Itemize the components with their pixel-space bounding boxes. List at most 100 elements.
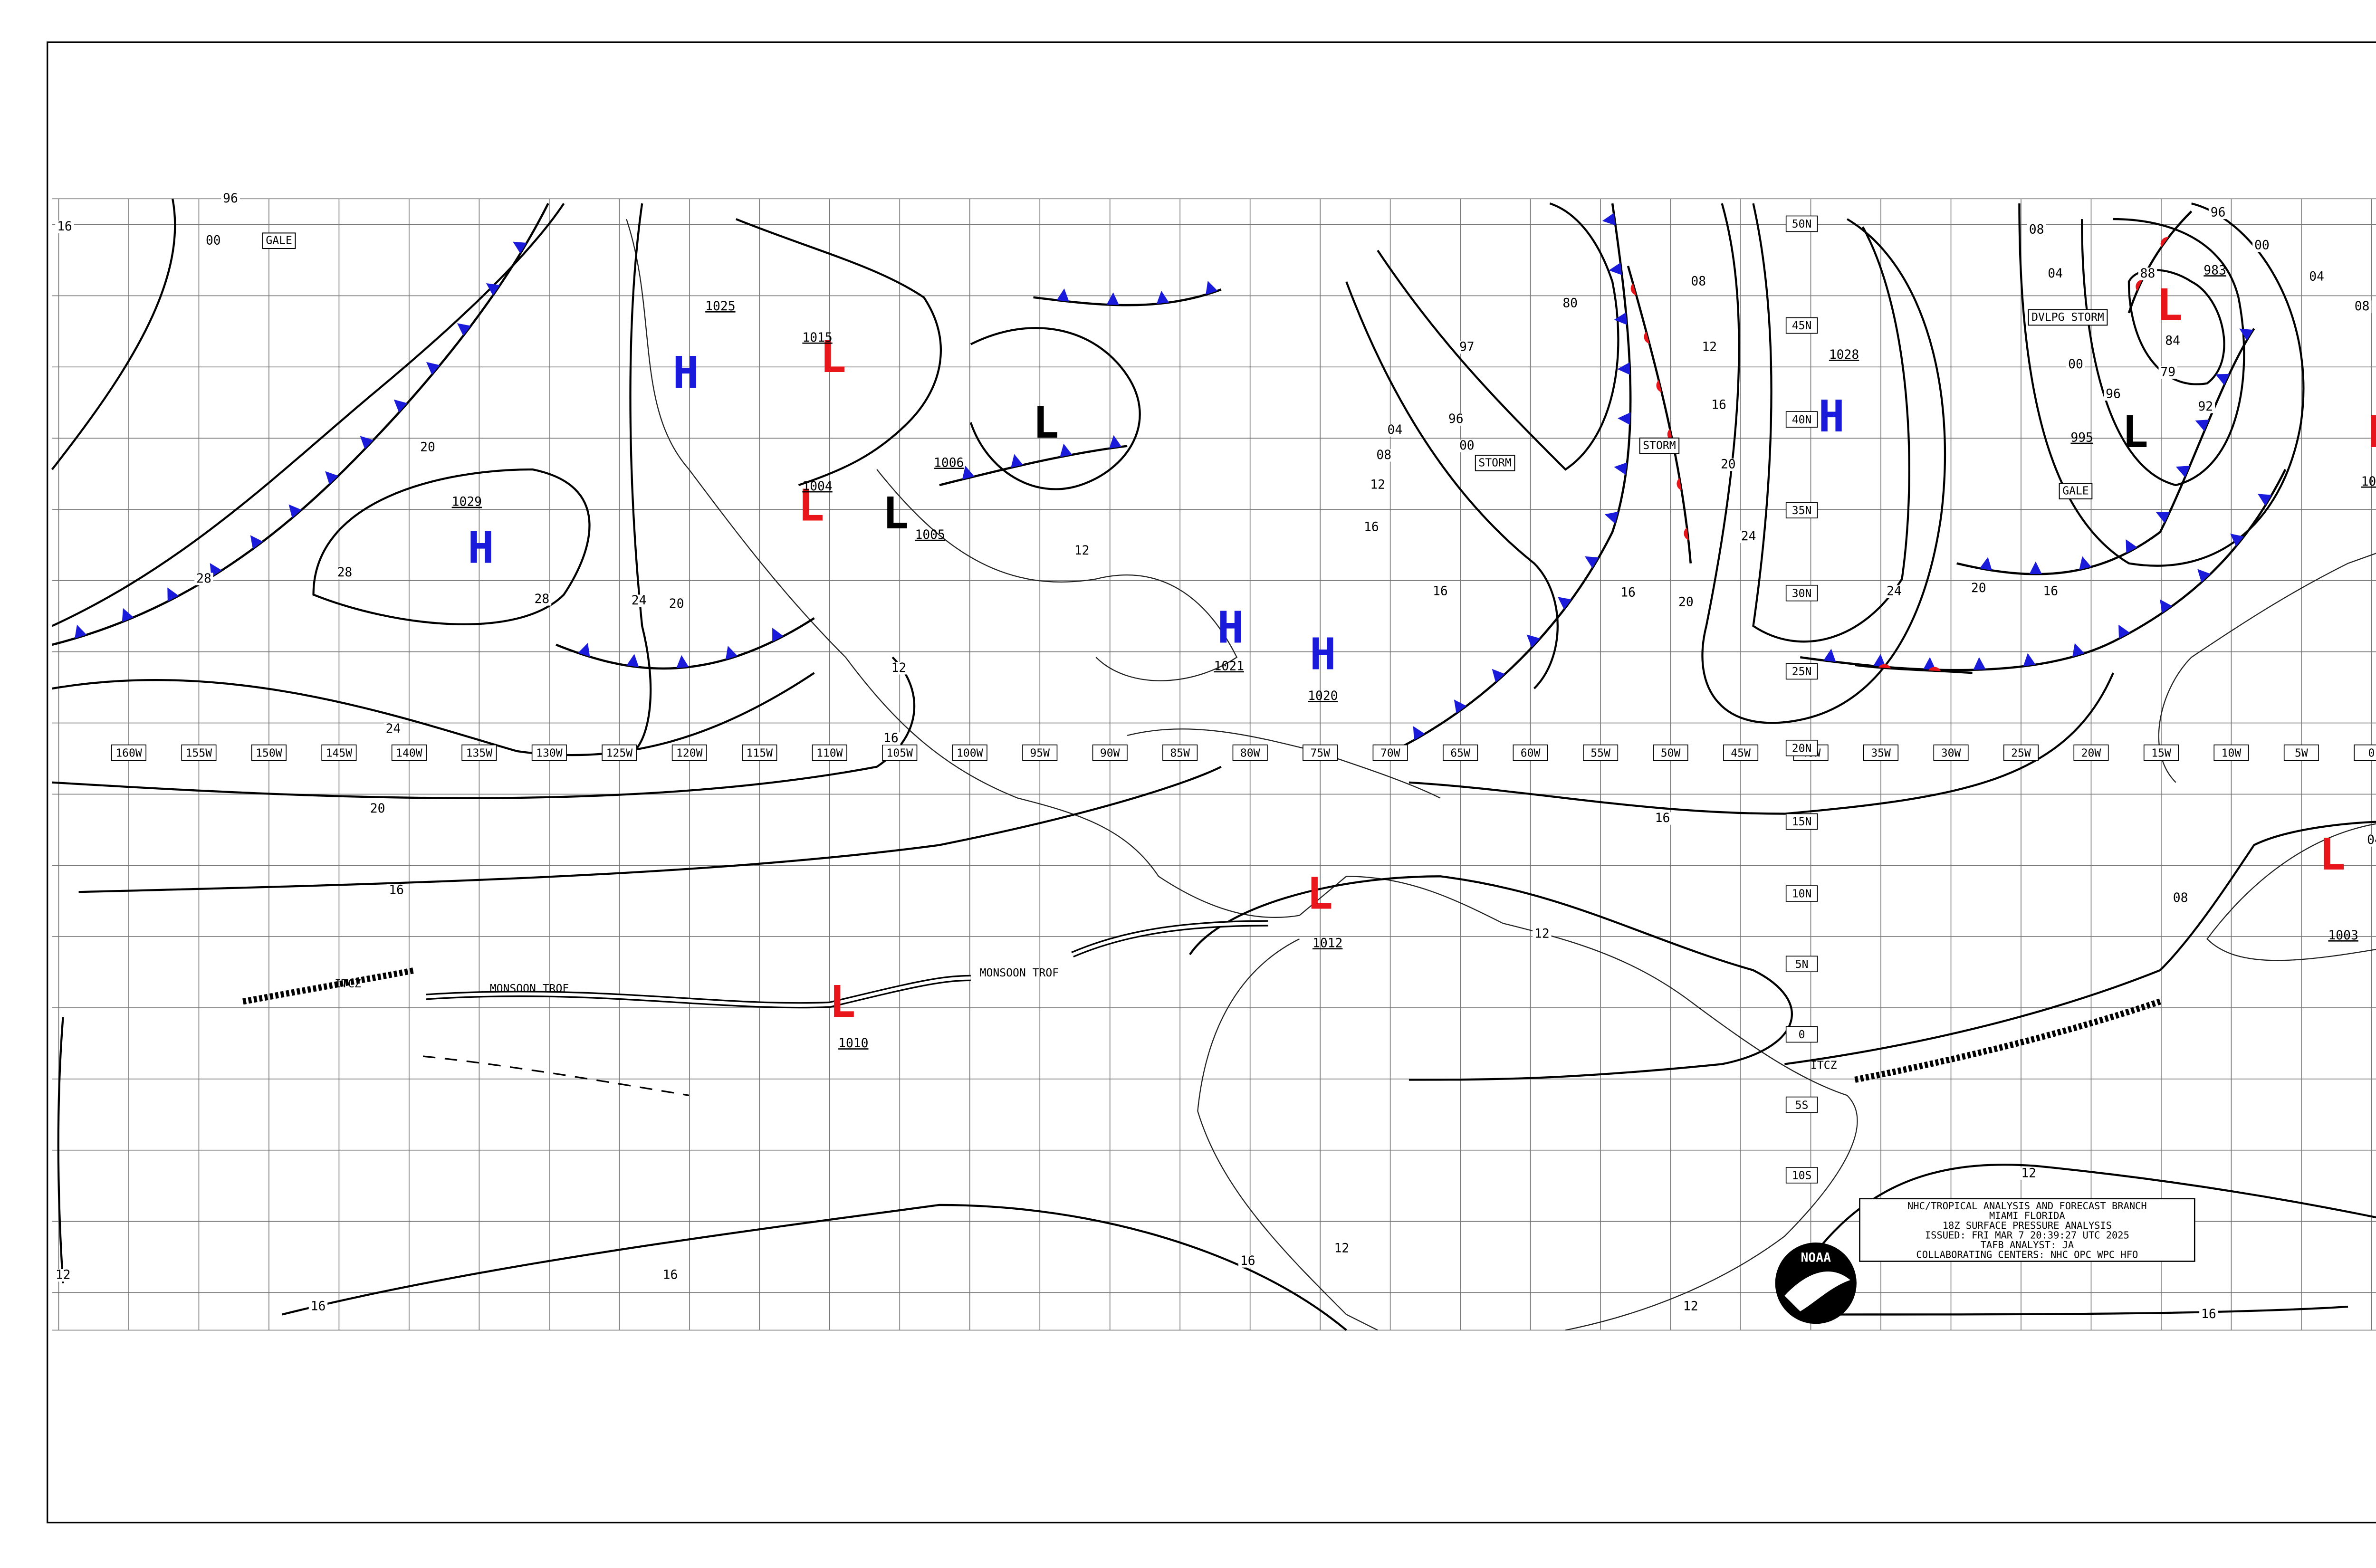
latitude-label: 20N (1792, 742, 1812, 755)
warm-front-bump (2160, 237, 2169, 248)
longitude-label: 145W (326, 747, 353, 759)
longitude-label: 110W (816, 747, 843, 759)
cold-front-barb (2197, 569, 2211, 583)
isobar (1752, 203, 1910, 643)
isobar-label-bg (1457, 440, 1476, 452)
pressure-center-value: 1021 (1214, 659, 1244, 673)
coastline (626, 219, 1858, 1331)
isobar-label: 16 (57, 220, 72, 234)
warm-front-bump (1630, 283, 1637, 296)
page-border (47, 41, 2376, 1524)
isobar (78, 765, 1222, 893)
warm-front (1627, 266, 1692, 564)
isobar-label-bg (881, 732, 901, 745)
pressure-center-symbol: H (673, 347, 699, 398)
warm-front-bump (2136, 279, 2143, 291)
isobar-label-bg (1332, 1242, 1351, 1255)
cold-front-barb (626, 654, 639, 668)
warm-front-bump (1677, 478, 1682, 491)
isobar-label: 16 (1240, 1254, 1255, 1268)
cold-front (556, 617, 815, 670)
isobar-label: 24 (386, 722, 401, 736)
isobar-label-bg (53, 1269, 73, 1282)
isobar-label: 88 (2140, 267, 2156, 281)
lon-label-box (251, 744, 287, 761)
warm-front-bump (1878, 664, 1891, 669)
isobar-label-bg (2163, 335, 2182, 348)
cold-front-barb (1618, 412, 1630, 425)
title-block-line: TAFB ANALYST: JA (1981, 1239, 2074, 1251)
cold-front-barb (167, 587, 179, 602)
isobar (1783, 1164, 2376, 1300)
isobar-label: 12 (1683, 1300, 1698, 1314)
lat-label-box (1785, 1096, 1818, 1113)
isobar-label-bg (1447, 413, 1466, 426)
pressure-center-symbol: L (829, 976, 856, 1027)
noaa-logo-text: NOAA (1801, 1251, 1831, 1265)
lon-label-box (111, 744, 147, 761)
pressure-center-symbol: H (1310, 629, 1336, 680)
coastline (2158, 553, 2376, 783)
lon-label-box (391, 744, 427, 761)
isobar-label: 08 (2029, 223, 2044, 237)
lon-label-box (181, 744, 217, 761)
cold-front-barb (725, 646, 738, 660)
isobar-label-bg (55, 220, 74, 233)
cold-front-barb (75, 624, 87, 639)
isobar (1408, 672, 2114, 815)
itcz (242, 967, 416, 1005)
isobar-label-bg (1457, 341, 1476, 354)
latitude-label: 40N (1792, 414, 1812, 426)
isobar-label-bg (194, 573, 213, 585)
isobar-label-bg (1681, 1300, 1700, 1313)
lat-lon-grid (52, 198, 2376, 1331)
pressure-center-value: 1012 (1313, 936, 1342, 950)
lon-label-box (671, 744, 707, 761)
lon-label-box (1162, 744, 1198, 761)
isobar-label: 20 (1678, 595, 1694, 609)
lon-label-box (531, 744, 567, 761)
pressure-center-symbol: L (2366, 406, 2376, 458)
isobar-label: 08 (1376, 448, 1391, 462)
isobar-label-bg (1719, 458, 1738, 471)
warm-front-bump (1684, 527, 1689, 540)
cold-front-barb (1923, 657, 1936, 670)
trough (422, 1055, 690, 1097)
longitude-label: 125W (606, 747, 633, 759)
lon-label-box (321, 744, 357, 761)
isobar-label-bg (1368, 478, 1387, 492)
isobar-label-bg (368, 803, 387, 815)
isobar-label: 79 (2160, 365, 2175, 379)
pressure-center-value: 1005 (915, 528, 945, 542)
cold-front-barb (1011, 454, 1024, 468)
title-block-line: MIAMI FLORIDA (1989, 1210, 2065, 1222)
isobar-label: 00 (2068, 357, 2083, 372)
feature-label: GALE (266, 235, 292, 247)
lon-label-box (1372, 744, 1408, 761)
pressure-center-value: 1025 (705, 299, 735, 314)
isobar-label-bg (1739, 530, 1758, 543)
feature-label-box (2028, 309, 2108, 326)
lon-label-box (1933, 744, 1969, 761)
cold-front-barb (962, 466, 975, 480)
isobar-label: 20 (1721, 458, 1736, 472)
cold-front-barb (2156, 511, 2170, 523)
isobar-label-bg (1374, 449, 1394, 462)
isobar-label-bg (889, 662, 909, 675)
isobar-label-bg (204, 235, 223, 248)
cold-front-barb (1056, 288, 1069, 302)
lon-label-box (1232, 744, 1268, 761)
title-box (1859, 1198, 2195, 1262)
isobar-label-bg (308, 1300, 328, 1313)
isobar-label-bg (2104, 388, 2123, 401)
isobar-label-bg (1689, 275, 1708, 288)
isobar (52, 656, 916, 799)
cold-front-barb (676, 655, 689, 669)
latitude-label: 45N (1792, 320, 1812, 332)
longitude-label: 140W (396, 747, 422, 759)
feature-label: MONSOON TROF (490, 983, 569, 995)
latitude-label: 35N (1792, 505, 1812, 517)
lat-label-box (1785, 411, 1818, 428)
isobar (969, 327, 1141, 490)
lat-label-box (1785, 739, 1818, 756)
